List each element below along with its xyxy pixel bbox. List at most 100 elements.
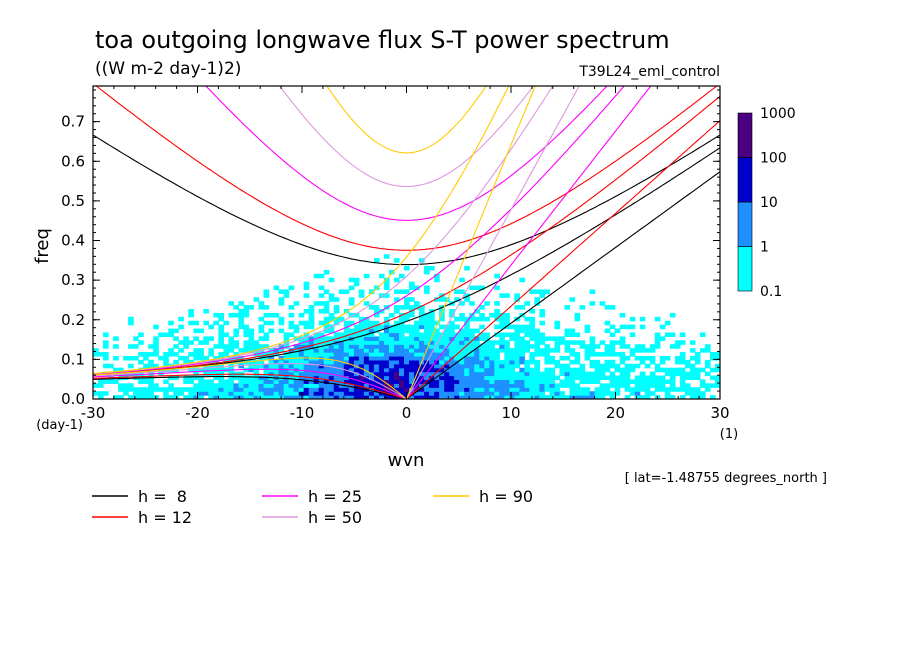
heatmap-cell <box>679 355 686 361</box>
heatmap-cell <box>634 348 641 353</box>
heatmap-cell <box>699 391 706 396</box>
heatmap-cell <box>373 367 380 373</box>
heatmap-cell <box>409 336 415 341</box>
heatmap-cell <box>343 379 350 384</box>
heatmap-cell <box>529 383 536 388</box>
heatmap-cell <box>534 379 541 384</box>
heatmap-cell <box>474 367 480 373</box>
heatmap-cell <box>614 379 621 384</box>
heatmap-cell <box>444 379 450 384</box>
heatmap-cell <box>328 348 335 353</box>
heatmap-cell <box>338 375 345 381</box>
heatmap-cell <box>499 391 505 396</box>
heatmap-cell <box>213 391 219 396</box>
heatmap-cell <box>93 391 99 396</box>
heatmap-cell <box>383 375 390 381</box>
heatmap-cell <box>669 379 676 384</box>
heatmap-cell <box>398 379 405 384</box>
heatmap-cell <box>208 352 214 357</box>
heatmap-cell <box>253 359 260 365</box>
heatmap-cell <box>353 340 360 345</box>
heatmap-cell <box>273 348 280 353</box>
heatmap-cell <box>619 355 626 361</box>
heatmap-cell <box>409 367 415 373</box>
heatmap-cell <box>494 273 500 279</box>
heatmap-cell <box>654 344 661 349</box>
heatmap-cell <box>449 383 455 388</box>
heatmap-cell <box>198 348 204 353</box>
heatmap-cell <box>444 332 450 337</box>
heatmap-cell <box>489 352 495 357</box>
heatmap-cell <box>363 379 370 384</box>
heatmap-cell <box>504 375 510 381</box>
heatmap-cell <box>504 363 510 369</box>
heatmap-cell <box>599 352 606 357</box>
colorbar-swatch <box>737 157 753 203</box>
heatmap-cell <box>363 324 370 330</box>
heatmap-cell <box>128 383 134 388</box>
heatmap-cell <box>328 387 335 392</box>
heatmap-cell <box>363 340 370 345</box>
heatmap-cell <box>549 395 556 399</box>
heatmap-cell <box>539 383 546 388</box>
heatmap-cell <box>213 395 219 399</box>
heatmap-cell <box>489 348 495 353</box>
heatmap-cell <box>318 336 325 341</box>
heatmap-cell <box>313 371 320 377</box>
heatmap-cell <box>388 332 395 337</box>
heatmap-cell <box>388 391 395 396</box>
heatmap-cell <box>193 352 199 357</box>
heatmap-cell <box>474 375 480 381</box>
heatmap-cell <box>539 379 546 384</box>
heatmap-cell <box>604 367 611 373</box>
heatmap-cell <box>709 352 716 357</box>
heatmap-cell <box>474 328 480 334</box>
heatmap-cell <box>348 375 355 381</box>
heatmap-cell <box>589 391 596 396</box>
heatmap-cell <box>318 359 325 365</box>
heatmap-cell <box>594 363 601 369</box>
heatmap-cell <box>544 352 551 357</box>
heatmap-cell <box>519 352 525 357</box>
heatmap-cell <box>303 387 310 392</box>
heatmap-cell <box>163 355 169 361</box>
heatmap-cell <box>378 375 385 381</box>
heatmap-cell <box>388 269 395 275</box>
heatmap-cell <box>594 375 601 381</box>
heatmap-cell <box>198 395 204 399</box>
heatmap-cell <box>368 352 375 357</box>
heatmap-cell <box>519 324 525 330</box>
heatmap-cell <box>363 316 370 322</box>
heatmap-cell <box>288 379 295 384</box>
heatmap-cell <box>113 344 119 349</box>
heatmap-cell <box>544 395 551 399</box>
heatmap-cell <box>353 375 360 381</box>
heatmap-cell <box>288 375 295 381</box>
heatmap-cell <box>514 395 520 399</box>
heatmap-cell <box>338 344 345 349</box>
heatmap-cell <box>218 336 225 341</box>
heatmap-cell <box>484 301 490 306</box>
heatmap-cell <box>383 324 390 330</box>
heatmap-cell <box>664 332 671 337</box>
heatmap-cell <box>268 387 275 392</box>
heatmap-cell <box>358 383 365 388</box>
heatmap-cell <box>288 320 295 326</box>
heatmap-cell <box>554 359 561 365</box>
heatmap-cell <box>373 371 380 377</box>
heatmap-cell <box>539 309 546 314</box>
heatmap-cell <box>378 379 385 384</box>
colorbar-label: 0.1 <box>760 284 782 300</box>
heatmap-cell <box>589 379 596 384</box>
heatmap-cell <box>248 395 255 399</box>
heatmap-cell <box>479 348 485 353</box>
heatmap-cell <box>328 375 335 381</box>
dispersion-curve <box>93 86 554 375</box>
heatmap-cell <box>203 367 209 373</box>
heatmap-cell <box>383 344 390 349</box>
heatmap-cell <box>504 332 510 337</box>
heatmap-cell <box>419 391 425 396</box>
heatmap-cell <box>398 324 405 330</box>
heatmap-cell <box>328 312 335 318</box>
heatmap-cell <box>434 348 440 353</box>
